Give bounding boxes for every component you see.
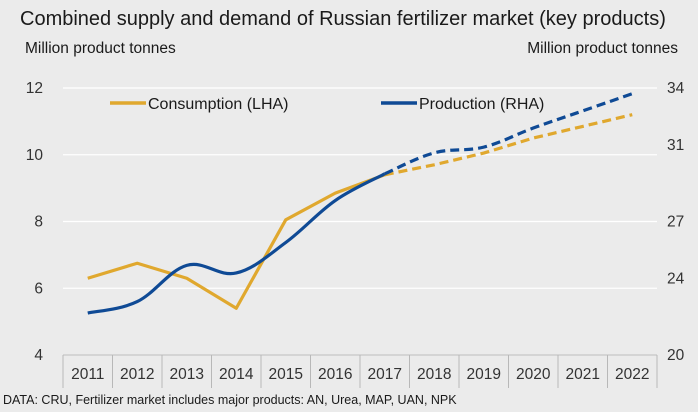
legend: Consumption (LHA) Production (RHA) bbox=[110, 96, 544, 113]
gridlines bbox=[63, 87, 657, 356]
x-tick-label: 2015 bbox=[269, 366, 303, 383]
x-tick-label: 2011 bbox=[71, 366, 104, 383]
right-tick-label: 27 bbox=[667, 214, 684, 231]
series-forecast-line-1 bbox=[384, 113, 633, 177]
left-tick-label: 4 bbox=[34, 347, 43, 364]
x-tick-label: 2018 bbox=[417, 366, 451, 383]
left-tick-label: 12 bbox=[26, 80, 43, 97]
left-tick-label: 6 bbox=[34, 280, 43, 297]
series-line-1 bbox=[87, 173, 386, 310]
x-tick-label: 2020 bbox=[516, 366, 551, 383]
right-tick-label: 20 bbox=[667, 347, 685, 364]
right-tick-label: 24 bbox=[667, 271, 685, 288]
x-tick-label: 2021 bbox=[566, 366, 600, 383]
x-tick-label: 2017 bbox=[368, 366, 402, 383]
series-forecast-line-2 bbox=[384, 92, 633, 176]
series-line-2 bbox=[87, 172, 386, 315]
source-note: DATA: CRU, Fertilizer market includes ma… bbox=[3, 393, 457, 407]
right-tick-label: 31 bbox=[667, 137, 684, 154]
left-axis-unit: Million product tonnes bbox=[25, 40, 176, 57]
legend-label-2: Production (RHA) bbox=[419, 96, 544, 113]
x-tick-label: 2016 bbox=[318, 366, 352, 383]
axes: 4 6 8 10 12 20 24 27 31 34 2011 2012 2013 2014 2015 201… bbox=[26, 80, 685, 388]
x-tick-label: 2012 bbox=[120, 366, 154, 383]
series-lines bbox=[87, 92, 633, 315]
x-tick-label: 2022 bbox=[615, 366, 649, 383]
left-tick-label: 8 bbox=[34, 214, 43, 231]
chart-title: Combined supply and demand of Russian fe… bbox=[20, 8, 666, 30]
x-tick-label: 2013 bbox=[170, 366, 204, 383]
x-tick-label: 2019 bbox=[467, 366, 501, 383]
legend-label-1: Consumption (LHA) bbox=[148, 96, 289, 113]
left-tick-label: 10 bbox=[26, 147, 44, 164]
right-tick-label: 34 bbox=[667, 80, 685, 97]
x-tick-label: 2014 bbox=[219, 366, 254, 383]
right-axis-unit: Million product tonnes bbox=[527, 40, 678, 57]
